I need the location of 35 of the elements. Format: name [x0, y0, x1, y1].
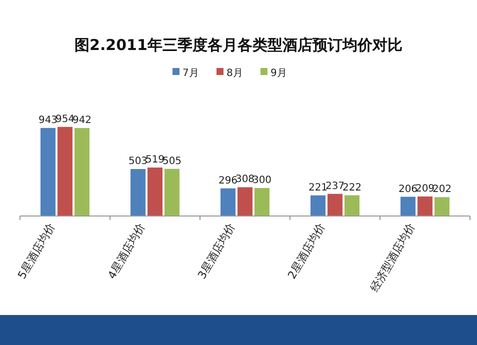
bar	[254, 188, 270, 216]
bar	[328, 194, 342, 216]
bar	[74, 128, 90, 216]
bar	[148, 168, 162, 216]
x-tick-label: 5星酒店均价	[15, 221, 58, 282]
bar	[130, 169, 146, 216]
data-label: 300	[252, 174, 272, 186]
data-label: 505	[162, 156, 182, 167]
data-label: 206	[398, 184, 418, 195]
bar	[310, 195, 326, 216]
bar	[40, 128, 56, 216]
data-label: 954	[55, 114, 75, 125]
data-label: 222	[342, 182, 362, 194]
bar	[418, 196, 432, 216]
x-tick-label: 经济型酒店均价	[368, 221, 418, 294]
bar	[434, 197, 450, 216]
data-label: 942	[72, 115, 92, 126]
legend-label: 9月	[270, 68, 287, 79]
data-label: 943	[38, 114, 58, 126]
bar	[400, 196, 416, 216]
legend-label: 8月	[226, 68, 243, 79]
data-label: 202	[432, 184, 452, 196]
legend-label: 7月	[182, 68, 199, 79]
data-label: 209	[415, 183, 435, 194]
data-label: 503	[128, 156, 148, 168]
bar	[238, 187, 252, 216]
x-tick-label: 3星酒店均价	[195, 221, 238, 282]
bar	[58, 126, 72, 216]
bar	[220, 188, 236, 216]
x-tick-label: 4星酒店均价	[105, 221, 148, 282]
bar	[344, 195, 360, 216]
x-tick-label: 2星酒店均价	[285, 221, 328, 282]
bar	[164, 168, 180, 216]
data-label: 296	[218, 175, 238, 186]
chart-title: 图2.2011年三季度各月各类型酒店预订均价对比	[74, 36, 402, 54]
